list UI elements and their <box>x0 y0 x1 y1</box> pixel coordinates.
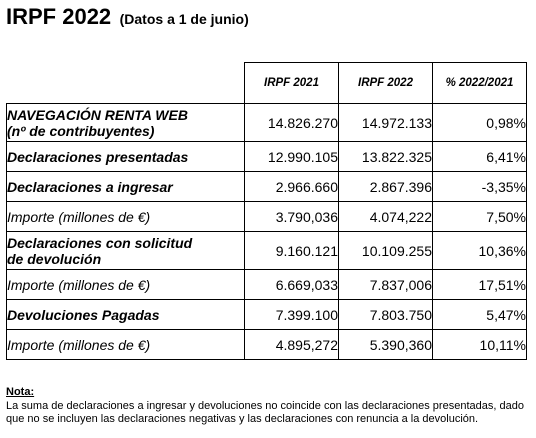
row-label: Importe (millones de €) <box>6 201 245 232</box>
table-row-declaraciones-ingresar: Declaraciones a ingresar 2.966.660 2.867… <box>6 171 527 202</box>
table-row-declaraciones-presentadas: Declaraciones presentadas 12.990.105 13.… <box>6 141 527 172</box>
table-row-devoluciones-pagadas: Devoluciones Pagadas 7.399.100 7.803.750… <box>6 299 527 330</box>
row-label: NAVEGACIÓN RENTA WEB (nº de contribuyent… <box>6 103 245 142</box>
page-title-row: IRPF 2022 (Datos a 1 de junio) <box>6 4 249 30</box>
row-label: Declaraciones a ingresar <box>6 171 245 202</box>
page-title: IRPF 2022 <box>6 4 112 29</box>
irpf-data-table: IRPF 2021 IRPF 2022 % 2022/2021 NAVEGACI… <box>6 62 527 360</box>
value-2022: 10.109.255 <box>338 231 433 270</box>
value-2022: 13.822.325 <box>338 141 433 172</box>
footnote: Nota: La suma de declaraciones a ingresa… <box>6 386 534 427</box>
value-2021: 9.160.121 <box>244 231 339 270</box>
value-pct: -3,35% <box>432 171 527 202</box>
value-2021: 7.399.100 <box>244 299 339 330</box>
table-row-importe-ingresar: Importe (millones de €) 3.790,036 4.074,… <box>6 201 527 232</box>
row-label: Importe (millones de €) <box>6 269 245 300</box>
value-pct: 10,36% <box>432 231 527 270</box>
row-label-line1: Declaraciones con solicitud <box>7 234 193 251</box>
value-2021: 14.826.270 <box>244 103 339 142</box>
footnote-title: Nota: <box>6 386 35 398</box>
column-header-irpf-2021: IRPF 2021 <box>244 62 339 104</box>
value-2022: 4.074,222 <box>338 201 433 232</box>
value-pct: 17,51% <box>432 269 527 300</box>
footnote-text: La suma de declaraciones a ingresar y de… <box>6 399 524 426</box>
row-label: Importe (millones de €) <box>6 329 245 360</box>
value-2021: 12.990.105 <box>244 141 339 172</box>
value-2022: 5.390,360 <box>338 329 433 360</box>
page-subtitle: (Datos a 1 de junio) <box>119 11 249 27</box>
value-2022: 7.803.750 <box>338 299 433 330</box>
value-pct: 6,41% <box>432 141 527 172</box>
value-2021: 6.669,033 <box>244 269 339 300</box>
value-pct: 7,50% <box>432 201 527 232</box>
table-row-solicitud-devolucion: Declaraciones con solicitud de devolució… <box>6 231 527 270</box>
table-row-importe-pagadas: Importe (millones de €) 4.895,272 5.390,… <box>6 329 527 360</box>
row-label-line2: de devolución <box>7 250 102 267</box>
value-2022: 14.972.133 <box>338 103 433 142</box>
value-pct: 0,98% <box>432 103 527 142</box>
value-pct: 10,11% <box>432 329 527 360</box>
row-label-line1: NAVEGACIÓN RENTA WEB <box>7 106 188 123</box>
row-label: Devoluciones Pagadas <box>6 299 245 330</box>
row-label: Declaraciones con solicitud de devolució… <box>6 231 245 270</box>
value-2021: 3.790,036 <box>244 201 339 232</box>
value-2021: 4.895,272 <box>244 329 339 360</box>
table-header-row: IRPF 2021 IRPF 2022 % 2022/2021 <box>6 62 527 104</box>
table-row-navegacion: NAVEGACIÓN RENTA WEB (nº de contribuyent… <box>6 103 527 142</box>
row-label-line2: (nº de contribuyentes) <box>7 122 155 139</box>
value-pct: 5,47% <box>432 299 527 330</box>
value-2021: 2.966.660 <box>244 171 339 202</box>
value-2022: 7.837,006 <box>338 269 433 300</box>
table-row-importe-devolucion: Importe (millones de €) 6.669,033 7.837,… <box>6 269 527 300</box>
table-corner-cell <box>6 62 245 104</box>
column-header-irpf-2022: IRPF 2022 <box>338 62 433 104</box>
value-2022: 2.867.396 <box>338 171 433 202</box>
row-label: Declaraciones presentadas <box>6 141 245 172</box>
column-header-pct-change: % 2022/2021 <box>432 62 527 104</box>
